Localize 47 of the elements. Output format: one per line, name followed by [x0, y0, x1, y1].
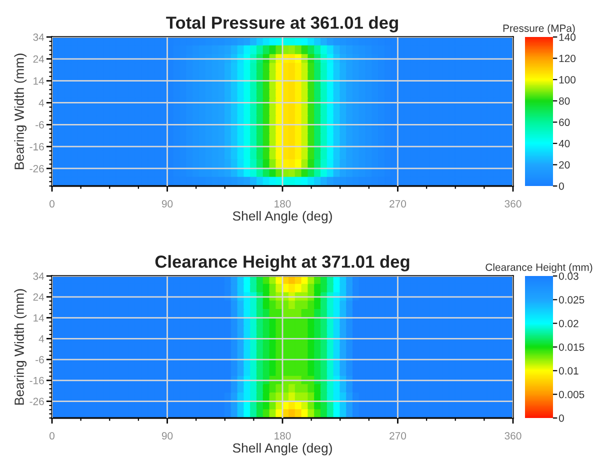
chart-title: Clearance Height at 371.01 deg [155, 255, 410, 272]
color-bar-label: 0.025 [558, 296, 584, 304]
x-tick-label: 360 [504, 432, 522, 440]
y-axis-title: Bearing Width (mm) [14, 54, 27, 170]
y-tick-label: -26 [30, 164, 44, 172]
y-tick-label: 34 [33, 34, 44, 41]
y-tick-label: 4 [38, 335, 44, 342]
color-bar-label: 120 [559, 54, 576, 62]
y-tick-label: -16 [30, 143, 44, 150]
color-bar-label: 20 [559, 161, 570, 169]
color-bar-label: 60 [559, 118, 570, 126]
color-bar-label: 0 [558, 182, 564, 190]
y-tick-label: 14 [34, 77, 44, 85]
color-bar-label: 140 [559, 34, 576, 41]
color-bar-title: Pressure (MPa) [503, 24, 575, 34]
x-axis-title: Shell Angle (deg) [232, 442, 332, 456]
color-bar-label: 0.02 [558, 320, 578, 328]
color-bar-label: 100 [559, 76, 576, 84]
x-tick-label: 270 [390, 432, 406, 440]
y-tick-label: -6 [36, 356, 44, 364]
y-tick-label: 14 [34, 314, 44, 322]
color-bar-label: 0 [558, 414, 564, 422]
y-tick-label: -26 [30, 398, 44, 406]
y-tick-label: 24 [33, 55, 44, 63]
x-axis-title: Shell Angle (deg) [232, 210, 332, 224]
x-tick-label: 180 [274, 200, 291, 208]
y-tick-label: 4 [38, 99, 44, 107]
chart-title: Total Pressure at 361.01 deg [166, 16, 398, 32]
x-tick-label: 0 [50, 432, 54, 440]
color-bar-label: 0.015 [558, 344, 584, 351]
color-bar-label: 0.005 [558, 390, 584, 398]
y-tick-label: -16 [30, 376, 44, 384]
x-tick-label: 90 [162, 200, 173, 208]
color-bar-label: 80 [559, 97, 570, 105]
y-tick-label: -6 [36, 121, 44, 129]
x-tick-label: 360 [504, 200, 522, 208]
color-bar-label: 0.01 [558, 367, 578, 375]
color-bar-title: Clearance Height (mm) [486, 263, 592, 273]
x-tick-label: 270 [390, 200, 406, 208]
x-tick-label: 180 [274, 432, 291, 440]
y-axis-title: Bearing Width (mm) [14, 289, 27, 405]
y-tick-label: 24 [33, 293, 44, 301]
color-bar-label: 40 [558, 140, 570, 148]
y-tick-label: 34 [33, 272, 44, 280]
x-tick-label: 0 [50, 200, 54, 208]
x-tick-label: 90 [162, 432, 173, 440]
color-bar-label: 0.03 [558, 272, 578, 280]
